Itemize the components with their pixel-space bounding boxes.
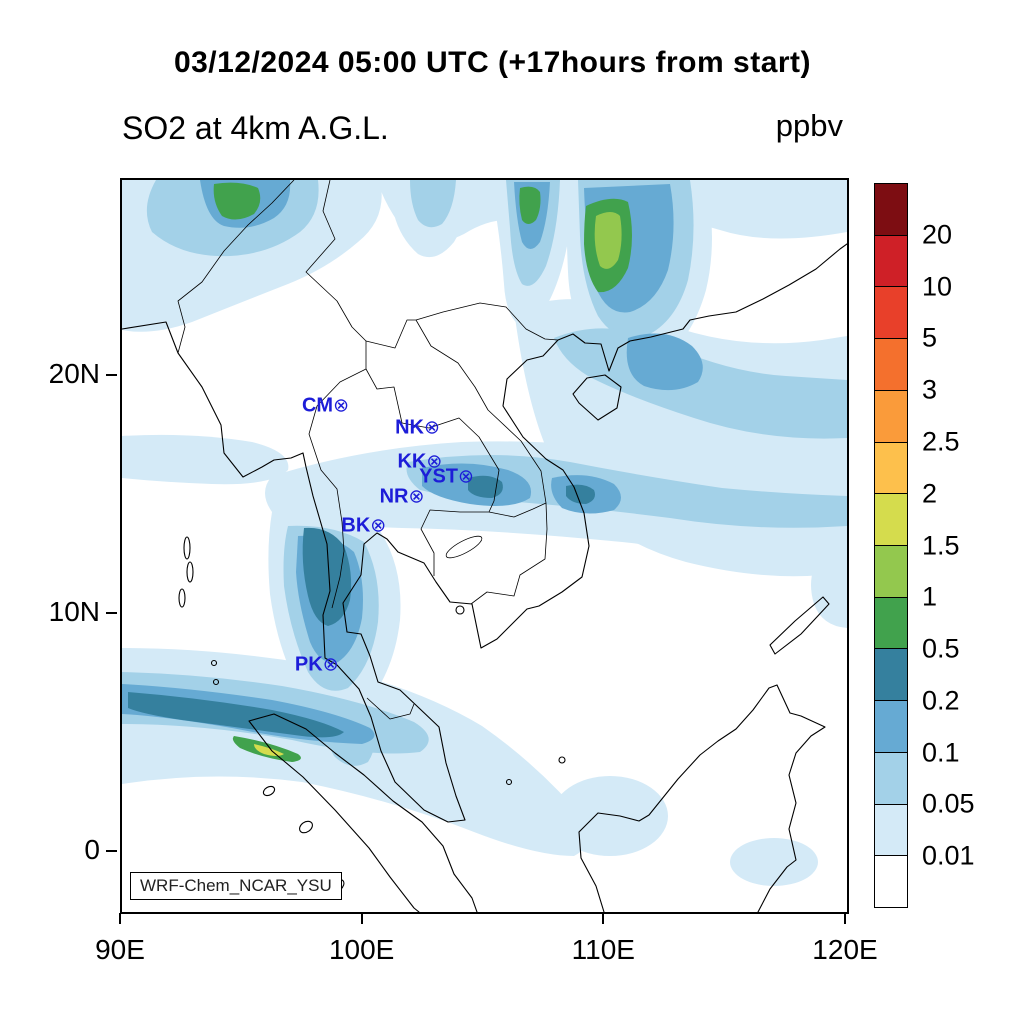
datetime-title: 03/12/2024 05:00 UTC (+17hours from star… (173, 46, 812, 79)
station-label: PK (294, 653, 323, 676)
colorbar-box (875, 701, 907, 753)
station-label: CM (301, 394, 334, 417)
colorbar-level-label: 3 (922, 374, 938, 405)
station-label: KK (397, 450, 427, 473)
colorbar-level-label: 2 (922, 478, 938, 509)
colorbar-level-label: 1.5 (922, 530, 960, 560)
colorbar-level-label: 2.5 (922, 426, 960, 457)
station-cross-circle-icon: ⊗ (408, 486, 425, 508)
map-panel: CM⊗ NK⊗ KK⊗ YST⊗ NR⊗ BK⊗ PK⊗ (120, 178, 849, 914)
colorbar-box (875, 287, 907, 340)
y-axis-tick (106, 849, 117, 852)
station-marker-pk: PK⊗ (295, 655, 339, 676)
coastlines (122, 243, 847, 912)
y-axis-label: 20N (48, 358, 100, 390)
colorbar-box (875, 494, 907, 547)
so2-contour-layer (122, 180, 847, 886)
colorbar-level-label: 0.1 (922, 737, 960, 768)
station-cross-circle-icon: ⊗ (333, 395, 350, 417)
station-cross-circle-icon: ⊗ (370, 515, 387, 537)
station-marker-bk: BK⊗ (341, 515, 386, 536)
station-marker-yst: YST⊗ (419, 467, 474, 488)
station-label: NK (395, 416, 424, 439)
station-cross-circle-icon: ⊗ (426, 451, 443, 473)
x-axis-label: 90E (95, 934, 145, 965)
station-label: BK (341, 514, 371, 537)
colorbar-level-label: 0.01 (922, 840, 975, 871)
station-marker-kk: KK⊗ (397, 451, 442, 472)
colorbar-level-label: 10 (922, 271, 953, 302)
y-axis-tick (106, 612, 117, 614)
colorbar-level-label: 5 (922, 322, 938, 353)
x-axis-label: 110E (571, 934, 635, 965)
colorbar (874, 183, 908, 908)
colorbar-box (875, 752, 907, 805)
colorbar-box (875, 546, 907, 598)
station-marker-cm: CM⊗ (302, 395, 349, 416)
x-axis-label: 120E (812, 934, 878, 965)
x-axis-label: 100E (328, 934, 395, 965)
model-attribution-badge: WRF-Chem_NCAR_YSU (130, 872, 342, 900)
field-title: SO2 at 4km A.G.L. (122, 110, 389, 146)
x-axis-tick (844, 913, 846, 924)
y-axis-tick (106, 374, 117, 377)
colorbar-box (875, 649, 907, 702)
station-marker-nr: NR⊗ (380, 486, 425, 507)
colorbar-box (875, 184, 907, 236)
country-borders (177, 180, 559, 720)
colorbar-level-label: 20 (922, 219, 953, 250)
station-label: YST (419, 465, 459, 488)
y-axis-label: 10N (48, 596, 100, 627)
units-label: ppbv (775, 108, 843, 143)
colorbar-level-label: 0.2 (922, 685, 960, 716)
colorbar-level-label: 0.5 (922, 633, 960, 664)
x-axis-tick (602, 913, 605, 924)
station-label: NR (379, 485, 409, 508)
map-canvas (122, 180, 847, 912)
station-cross-circle-icon: ⊗ (423, 417, 440, 439)
colorbar-box (875, 390, 907, 443)
colorbar-box (875, 339, 907, 391)
colorbar-level-label: 0.05 (922, 788, 975, 819)
colorbar-box (875, 804, 907, 857)
y-axis-label: 0 (84, 833, 100, 865)
station-marker-nk: NK⊗ (395, 417, 440, 438)
x-axis-tick (360, 913, 363, 924)
station-cross-circle-icon: ⊗ (458, 466, 474, 488)
colorbar-level-label: 1 (922, 581, 938, 612)
station-cross-circle-icon: ⊗ (322, 654, 339, 676)
colorbar-box (875, 442, 907, 495)
colorbar-box (875, 856, 907, 908)
colorbar-box (875, 597, 907, 650)
colorbar-box (875, 235, 907, 288)
x-axis-tick (119, 913, 121, 924)
